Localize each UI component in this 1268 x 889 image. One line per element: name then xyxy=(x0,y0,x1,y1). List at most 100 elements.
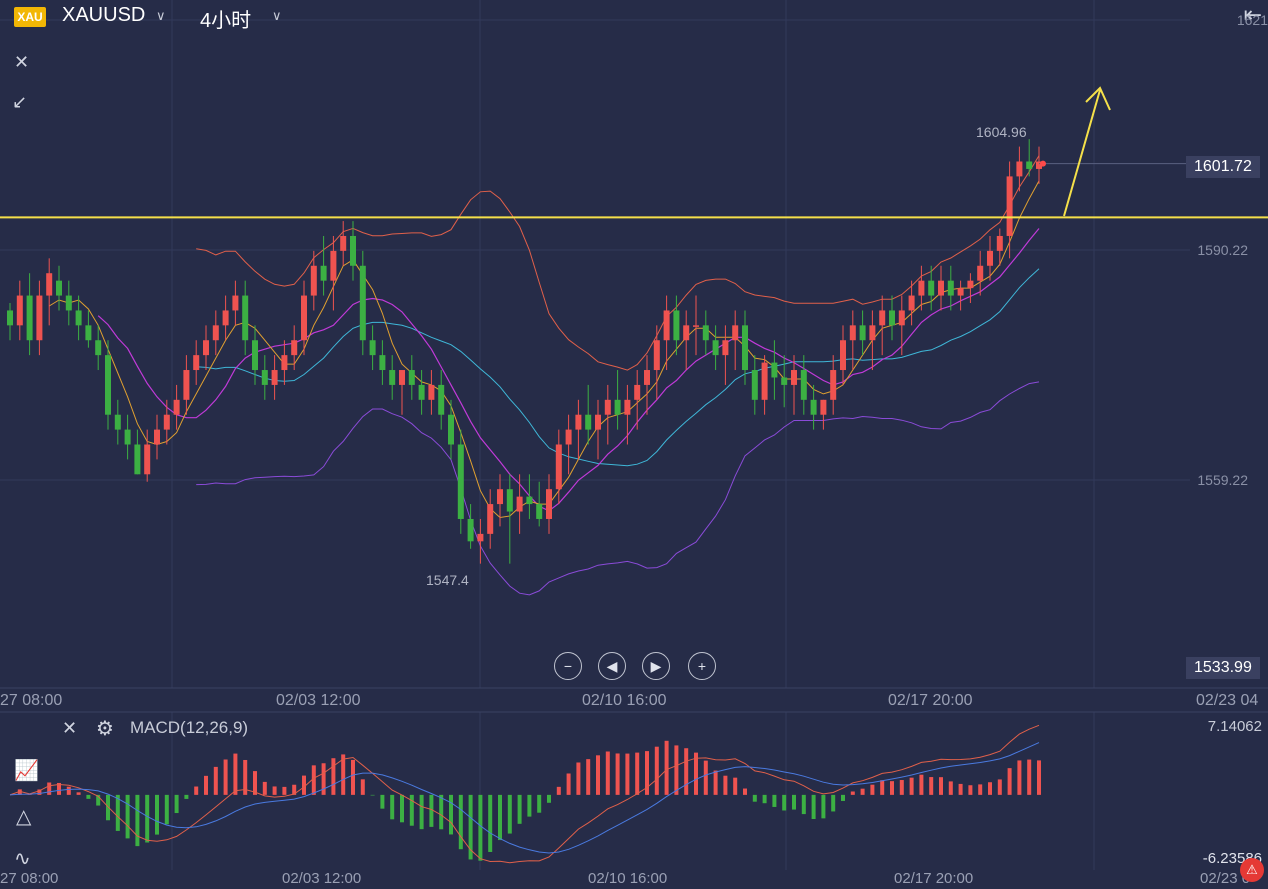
drawing-tool-icon[interactable]: △ xyxy=(16,806,32,828)
macd-histogram-bar xyxy=(654,746,659,795)
macd-date-label-5: 02/23 0 xyxy=(1200,870,1251,887)
candle-body xyxy=(399,370,405,385)
candle-body xyxy=(977,265,984,281)
candle-body xyxy=(95,340,102,356)
candle-body xyxy=(65,295,72,311)
macd-close-icon[interactable]: ✕ xyxy=(62,718,78,738)
candle-body xyxy=(281,355,288,371)
macd-histogram-bar xyxy=(586,759,591,795)
macd-histogram-bar xyxy=(752,794,757,802)
candle-body xyxy=(957,288,964,296)
macd-histogram-bar xyxy=(86,794,91,799)
macd-histogram-bar xyxy=(635,752,640,795)
candle-body xyxy=(271,370,278,385)
candle-body xyxy=(7,310,13,326)
macd-histogram-bar xyxy=(527,794,532,817)
candle-body xyxy=(996,235,1003,251)
timeframe-chevron-down-icon[interactable]: ∨ xyxy=(272,8,282,23)
candle-body xyxy=(448,414,454,445)
collapse-icon[interactable]: ↙ xyxy=(12,92,28,112)
macd-histogram-bar xyxy=(174,794,179,814)
candle-body xyxy=(26,295,33,341)
scroll-end-button[interactable]: ▶ xyxy=(642,652,670,680)
candle-body xyxy=(928,280,935,296)
candle-body xyxy=(173,399,180,415)
macd-histogram-bar xyxy=(478,794,483,861)
candle-body xyxy=(585,414,592,430)
macd-histogram-bar xyxy=(537,794,542,813)
zoom-in-button[interactable]: + xyxy=(688,652,716,680)
macd-dea-line xyxy=(9,742,1040,854)
macd-histogram-bar xyxy=(625,753,630,795)
candle-body xyxy=(555,444,562,490)
candle-body xyxy=(810,399,817,415)
macd-histogram-bar xyxy=(919,774,924,795)
candle-body xyxy=(663,310,670,341)
macd-histogram-bar xyxy=(321,763,326,795)
candle-body xyxy=(1016,161,1023,177)
candle-body xyxy=(771,362,778,378)
indicator-chart-icon[interactable]: 📈 xyxy=(14,760,39,782)
candle-body xyxy=(859,325,866,341)
candle-body xyxy=(16,295,23,326)
candle-body xyxy=(683,325,690,341)
candle-body xyxy=(85,325,92,341)
candle-body xyxy=(732,325,739,341)
macd-histogram-bar xyxy=(988,782,992,795)
macd-histogram-bar xyxy=(713,770,718,795)
macd-histogram-bar xyxy=(1037,760,1041,795)
macd-histogram-bar xyxy=(106,794,110,821)
macd-histogram-bar xyxy=(645,751,649,795)
macd-histogram-bar xyxy=(556,786,561,795)
symbol-chevron-down-icon[interactable]: ∨ xyxy=(156,8,166,23)
macd-histogram-bar xyxy=(223,759,228,795)
candle-body xyxy=(987,250,993,266)
macd-histogram-bar xyxy=(204,775,208,795)
macd-top-value: 7.14062 xyxy=(1207,718,1262,735)
scroll-start-button[interactable]: ◀ xyxy=(598,652,626,680)
price-label-bottom: 1533.99 xyxy=(1186,657,1260,679)
macd-histogram-bar xyxy=(801,794,806,815)
bollinger-upper xyxy=(196,155,1040,371)
candle-body xyxy=(291,340,298,356)
bollinger-lower xyxy=(196,381,1040,596)
ma20-line xyxy=(196,268,1040,467)
close-icon[interactable]: ✕ xyxy=(14,52,30,72)
macd-histogram-bar xyxy=(596,755,600,795)
macd-histogram-bar xyxy=(948,781,953,795)
candle-body xyxy=(575,414,582,430)
macd-histogram-bar xyxy=(743,788,747,795)
macd-histogram-bar xyxy=(733,777,738,795)
macd-settings-gear-icon[interactable]: ⚙ xyxy=(96,718,114,740)
low-label: 1547.4 xyxy=(426,572,469,588)
symbol-selector[interactable]: XAUUSD xyxy=(62,4,146,26)
macd-histogram-bar xyxy=(605,751,610,795)
candle-body xyxy=(124,429,131,445)
candle-body xyxy=(350,235,356,266)
alert-badge-icon[interactable]: ⚠ xyxy=(1240,858,1264,882)
candle-body xyxy=(261,370,268,385)
candle-body xyxy=(222,310,229,326)
macd-histogram-bar xyxy=(135,794,140,847)
timeframe-selector[interactable]: 4小时 xyxy=(200,10,252,32)
macd-histogram-bar xyxy=(694,752,698,795)
candle-body xyxy=(879,310,886,326)
candle-body xyxy=(389,370,396,385)
zoom-out-button[interactable]: − xyxy=(554,652,582,680)
current-price-dot xyxy=(1040,160,1046,167)
candle-body xyxy=(497,489,503,505)
macd-histogram-bar xyxy=(272,786,277,795)
macd-histogram-bar xyxy=(292,784,297,795)
candle-body xyxy=(379,355,386,371)
macd-histogram-bar xyxy=(409,794,414,826)
exit-fullscreen-icon[interactable]: ⇤ xyxy=(1243,2,1262,27)
candle-body xyxy=(163,414,170,430)
macd-histogram-bar xyxy=(390,794,395,820)
candle-body xyxy=(203,340,209,356)
waveform-icon[interactable]: ∿ xyxy=(14,848,31,870)
macd-histogram-bar xyxy=(723,775,728,795)
macd-histogram-bar xyxy=(997,779,1002,795)
candle-body xyxy=(232,295,239,311)
candle-body xyxy=(840,340,846,371)
macd-histogram-bar xyxy=(164,794,169,825)
